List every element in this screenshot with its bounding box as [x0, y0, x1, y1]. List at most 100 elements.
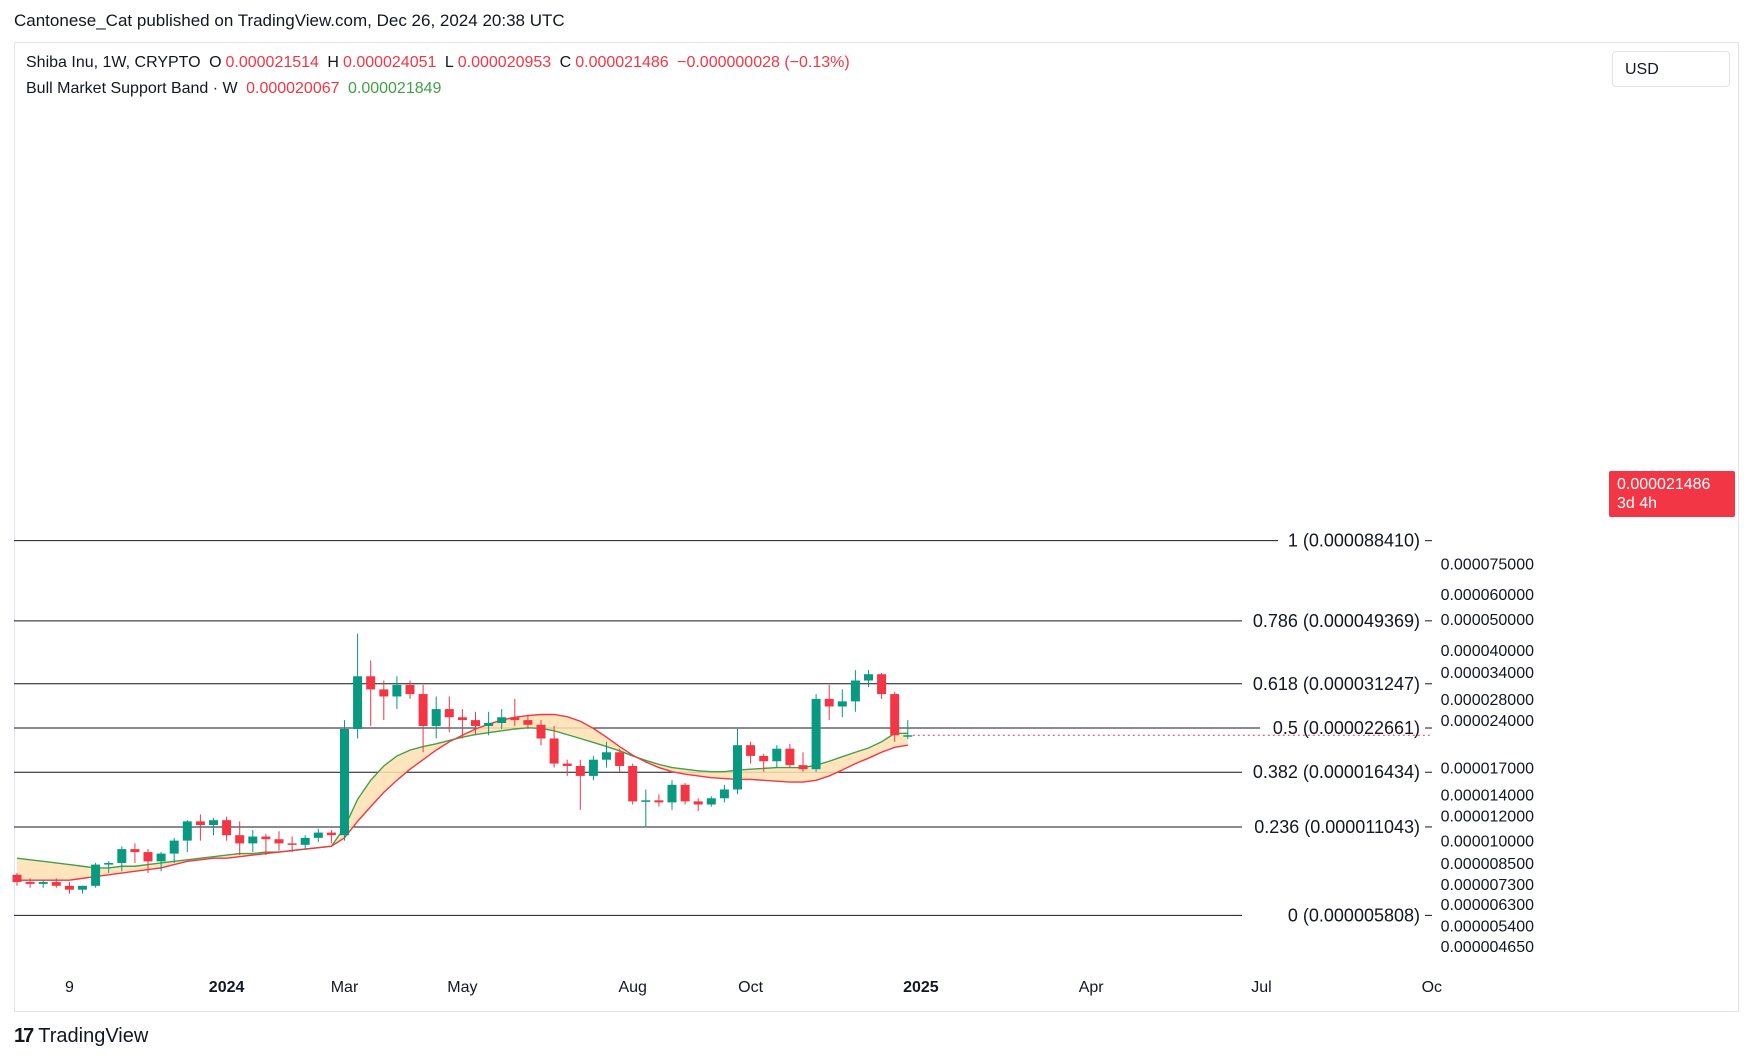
candle-body [837, 701, 847, 707]
candle-body [706, 798, 716, 805]
candle-body [693, 801, 703, 805]
y-axis-tick-label: 0.000008500 [1441, 856, 1535, 873]
candle-body [12, 874, 22, 883]
candle-body [798, 765, 808, 770]
candle-body [471, 720, 480, 726]
y-axis-tick-label: 0.000007300 [1441, 877, 1535, 894]
candle-body [497, 717, 507, 724]
last-price-value: 0.000021486 [1617, 476, 1711, 493]
indicator-ema-value: 0.000020067 [246, 80, 340, 97]
y-axis-tick-label: 0.000005400 [1441, 918, 1535, 935]
fib-level-label: 0.382 (0.000016434) [1253, 762, 1420, 782]
candle-body [326, 832, 336, 836]
candle-body [864, 674, 873, 681]
y-axis-tick-label: 0.000006300 [1441, 897, 1535, 914]
low-value: 0.000020953 [457, 54, 552, 71]
x-axis-tick-label: 2024 [209, 979, 245, 996]
tradingview-logo[interactable]: 17 TradingView [14, 1025, 148, 1048]
candle-body [785, 748, 795, 766]
x-axis-tick-label: 2025 [903, 979, 939, 996]
high-label: H [327, 54, 339, 71]
candle-body [156, 853, 166, 862]
candle-body [850, 680, 860, 702]
last-price-label: 0.000021486 3d 4h [1609, 471, 1735, 517]
candle-body [195, 821, 205, 826]
candle-body [353, 676, 363, 729]
candle-body [457, 717, 467, 721]
candle-body [235, 835, 245, 844]
candle-body [890, 694, 900, 736]
y-axis-tick-label: 0.000014000 [1441, 787, 1535, 804]
candle-body [575, 765, 585, 776]
candle-body [78, 885, 87, 890]
fib-level-label: 0.236 (0.000011043) [1254, 817, 1420, 837]
candle-body [824, 698, 834, 707]
y-axis-tick-label: 0.000060000 [1441, 587, 1535, 604]
candle-body [366, 676, 376, 690]
y-axis-tick-label: 0.000010000 [1441, 834, 1535, 851]
symbol-name[interactable]: Shiba Inu, 1W, CRYPTO [26, 54, 201, 71]
fib-level-label: 0 (0.000005808) [1288, 905, 1420, 925]
y-axis-tick-label: 0.000050000 [1441, 612, 1535, 629]
open-label: O [209, 54, 222, 71]
candle-body [523, 720, 533, 725]
x-axis-tick-label: 9 [65, 979, 74, 996]
candle-body [64, 885, 74, 890]
candle-body [654, 800, 664, 803]
fib-level-label: 1 (0.000088410) [1288, 531, 1420, 551]
close-value: 0.000021486 [575, 54, 669, 71]
candle-body [510, 717, 520, 721]
candle-body [444, 709, 454, 718]
candle-body [91, 864, 101, 886]
x-axis-tick-label: Oct [738, 979, 763, 996]
indicator-name[interactable]: Bull Market Support Band · W [26, 80, 238, 97]
candle-body [379, 689, 389, 697]
bar-countdown: 3d 4h [1617, 495, 1658, 512]
chart-frame [14, 42, 1739, 1012]
candle-body [51, 882, 61, 886]
x-axis-tick-label: Aug [618, 979, 646, 996]
candle-body [25, 882, 35, 884]
candle-body [392, 684, 402, 697]
candle-body [772, 748, 782, 762]
candle-body [484, 723, 494, 726]
candle-body [746, 745, 756, 756]
candle-body [405, 684, 415, 695]
x-axis-tick-label: Mar [331, 979, 359, 996]
candle-body [117, 849, 127, 863]
x-axis-tick-label: May [447, 979, 477, 996]
high-value: 0.000024051 [342, 54, 437, 71]
candle-body [719, 789, 729, 799]
candle-body [104, 862, 114, 865]
candle-body [222, 820, 232, 836]
y-axis-tick-label: 0.000004650 [1441, 939, 1535, 956]
change-value: −0.000000028 (−0.13%) [677, 54, 850, 71]
low-label: L [444, 54, 454, 71]
y-axis-tick-label: 0.000040000 [1441, 643, 1535, 660]
candle-body [340, 728, 349, 836]
publisher-caption: Cantonese_Cat published on TradingView.c… [14, 11, 565, 30]
candle-body [549, 738, 559, 764]
candle-body [274, 839, 284, 844]
y-axis-tick-label: 0.000017000 [1441, 761, 1535, 778]
candle-body [562, 763, 572, 766]
symbol-legend: Shiba Inu, 1W, CRYPTO O 0.000021514 H 0.00… [26, 54, 854, 72]
candle-body [641, 800, 651, 802]
indicator-legend: Bull Market Support Band · W 0.000020067… [26, 80, 445, 98]
candle-body [602, 752, 611, 760]
candle-body [733, 745, 742, 790]
fib-level-label: 0.618 (0.000031247) [1253, 674, 1420, 694]
fib-level-label: 0.786 (0.000049369) [1253, 611, 1420, 631]
candle-body [130, 849, 140, 853]
currency-button[interactable]: USD [1612, 51, 1730, 87]
y-axis-tick-label: 0.000012000 [1441, 809, 1535, 826]
candle-body [759, 755, 769, 762]
indicator-sma-value: 0.000021849 [347, 80, 442, 97]
tradingview-wordmark: TradingView [38, 1025, 149, 1047]
candle-body [667, 784, 677, 803]
candle-body [209, 820, 218, 826]
candle-body [680, 784, 690, 802]
y-axis-tick-label: 0.000028000 [1441, 692, 1535, 709]
x-axis-tick-label: Jul [1251, 979, 1271, 996]
